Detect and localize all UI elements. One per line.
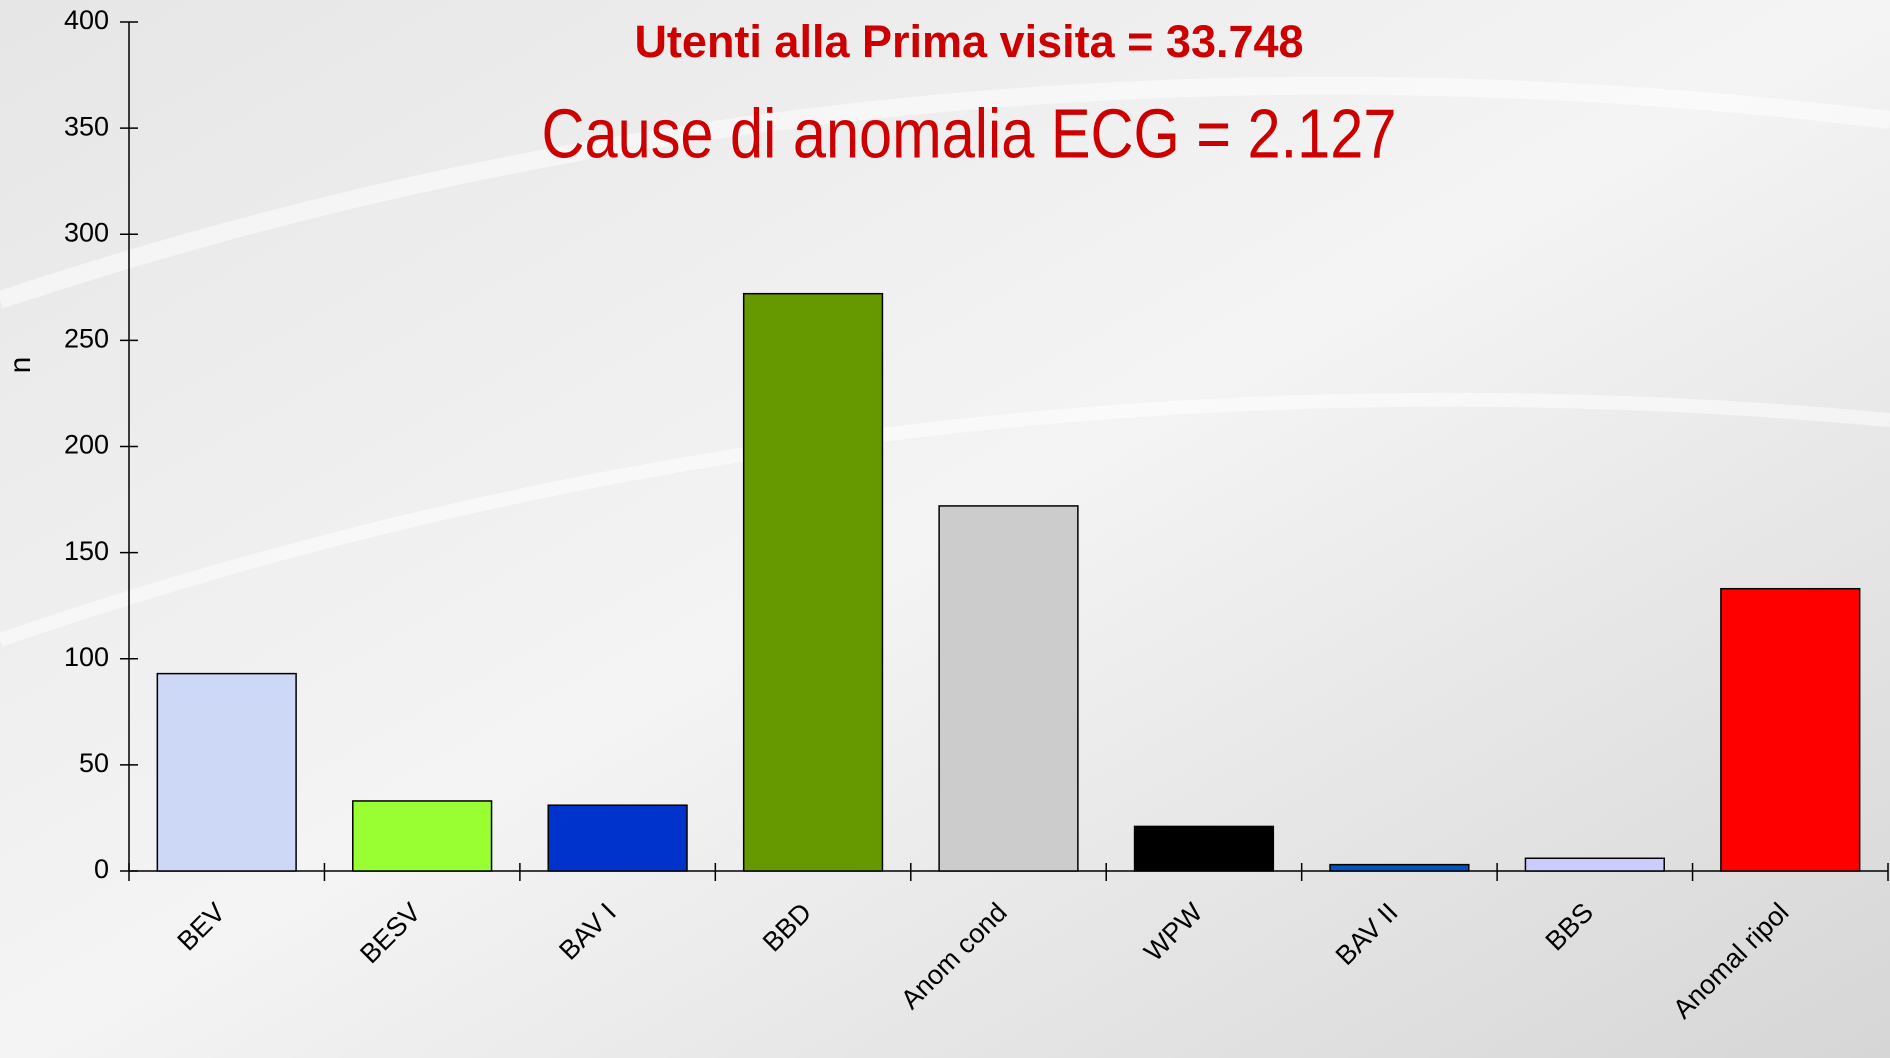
decoration: [0, 392, 1890, 647]
y-tick-label: 200: [64, 430, 109, 460]
y-tick-label: 350: [64, 111, 109, 141]
bar: [1720, 587, 1861, 872]
chart-subtitle: Utenti alla Prima visita = 33.748: [634, 16, 1303, 67]
y-tick-label: 50: [79, 748, 109, 778]
bar: [156, 672, 297, 872]
bar: [1329, 863, 1470, 872]
y-tick-label: 400: [64, 5, 109, 35]
bar: [352, 800, 493, 872]
bar: [938, 505, 1079, 872]
y-tick-label: 300: [64, 217, 109, 247]
y-axis-label: n: [4, 357, 37, 374]
y-tick-label: 0: [94, 854, 109, 884]
decoration: [0, 76, 1890, 309]
bar: [547, 804, 688, 872]
y-tick-label: 250: [64, 324, 109, 354]
chart-title: Cause di anomalia ECG = 2.127: [542, 94, 1397, 173]
y-tick-label: 100: [64, 642, 109, 672]
bar: [1133, 825, 1275, 872]
bar: [1524, 857, 1665, 872]
y-tick-label: 150: [64, 536, 109, 566]
bar: [742, 292, 884, 872]
